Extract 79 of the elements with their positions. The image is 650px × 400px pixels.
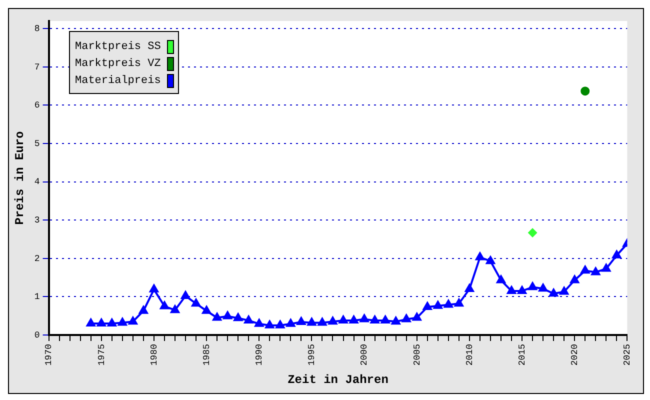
point [422, 302, 432, 310]
point [181, 290, 190, 299]
point [138, 306, 148, 314]
point [160, 301, 169, 310]
point [602, 264, 611, 272]
y-tick-label: 8 [34, 24, 40, 34]
point [202, 306, 212, 314]
point [560, 286, 569, 295]
x-tick-label: 2005 [412, 344, 422, 366]
point [150, 284, 158, 292]
point [496, 275, 506, 284]
point [360, 314, 369, 322]
y-axis-title: Preis in Euro [13, 131, 28, 225]
point [580, 266, 590, 274]
x-tick-label: 2015 [517, 344, 528, 366]
point [518, 286, 526, 294]
point [234, 313, 243, 322]
point [549, 288, 558, 297]
point [380, 315, 390, 324]
point [433, 300, 442, 309]
y-tick-label: 7 [34, 62, 40, 72]
point [296, 316, 306, 325]
point [192, 298, 200, 307]
point [612, 250, 622, 258]
x-tick-label: 1990 [254, 344, 265, 366]
point [223, 311, 232, 320]
point [212, 312, 222, 321]
point [170, 305, 180, 314]
point [286, 318, 296, 327]
point [96, 318, 106, 327]
point [318, 318, 327, 326]
x-tick-label: 2010 [464, 344, 475, 366]
point [265, 320, 274, 328]
point [349, 315, 358, 324]
y-tick-label: 6 [34, 100, 40, 111]
point [338, 315, 348, 324]
point [580, 86, 590, 96]
x-tick-label: 1975 [96, 344, 107, 366]
y-tick-label: 1 [34, 292, 40, 302]
point [412, 312, 422, 321]
y-tick-label: 5 [34, 138, 40, 149]
point [402, 314, 411, 322]
point [528, 282, 538, 290]
y-tick-label: 2 [34, 254, 40, 264]
x-tick-label: 1985 [202, 344, 212, 366]
point [244, 315, 254, 324]
point [328, 316, 338, 325]
point [254, 318, 264, 327]
legend-label: Marktpreis VZ [75, 58, 161, 70]
point [454, 298, 464, 307]
y-tick-label: 3 [34, 216, 40, 226]
point [307, 318, 316, 326]
point [591, 267, 600, 276]
x-tick-label: 1970 [44, 344, 54, 366]
point [107, 318, 116, 327]
point [391, 316, 400, 325]
point [118, 318, 127, 326]
y-tick-label: 0 [34, 330, 40, 340]
point [538, 284, 548, 292]
x-tick-label: 1995 [307, 344, 318, 366]
point [486, 256, 495, 264]
point [86, 318, 96, 327]
x-tick-label: 2000 [360, 344, 370, 366]
point [476, 252, 484, 260]
legend-label: Materialpreis [75, 74, 161, 86]
x-tick-label: 2025 [622, 344, 633, 366]
legend-label: Marktpreis SS [75, 40, 161, 52]
point [370, 315, 380, 324]
x-tick-label: 2020 [570, 344, 580, 366]
point [570, 275, 580, 284]
x-tick-label: 1980 [149, 344, 160, 366]
point [507, 286, 516, 294]
y-tick-label: 4 [34, 177, 40, 188]
point [276, 320, 285, 328]
point [128, 316, 138, 325]
point [444, 300, 453, 308]
point [528, 228, 538, 238]
x-axis-title: Zeit in Jahren [288, 372, 388, 387]
point [464, 284, 474, 292]
